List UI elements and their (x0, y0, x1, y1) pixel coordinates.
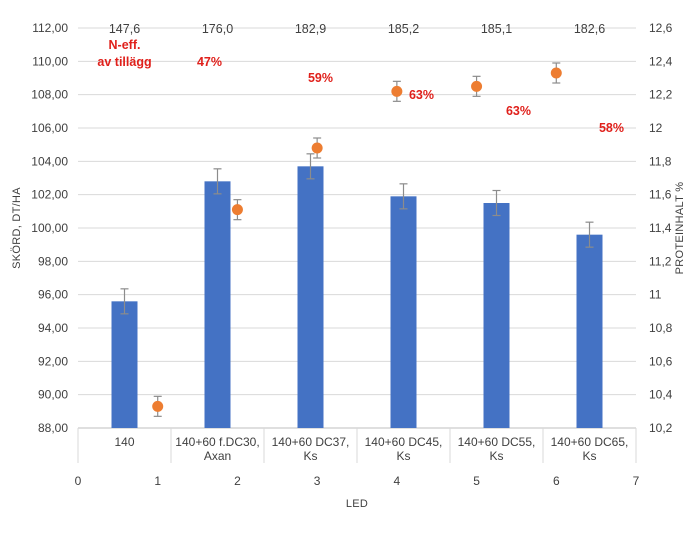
y2-tick-label: 10,4 (649, 388, 673, 402)
y-tick-label: 102,00 (31, 188, 68, 202)
category-label: 140+60 f.DC30, (175, 435, 259, 449)
bar (204, 181, 231, 428)
y-tick-label: 98,00 (38, 254, 68, 268)
x2-tick-label: 0 (75, 474, 82, 488)
category-label: 140 (114, 435, 134, 449)
top-value-label: 182,6 (574, 22, 605, 36)
x2-tick-label: 7 (633, 474, 640, 488)
y-tick-label: 108,00 (31, 88, 68, 102)
y2-tick-label: 10,8 (649, 321, 673, 335)
scatter-point (311, 142, 323, 154)
category-label: 140+60 DC45, (365, 435, 443, 449)
y2-tick-label: 11,4 (649, 221, 672, 235)
y2-tick-label: 12,4 (649, 54, 673, 68)
category-label: Ks (396, 449, 410, 463)
y2-tick-label: 12 (649, 121, 663, 135)
category-label: 140+60 DC37, (272, 435, 350, 449)
x2-tick-label: 1 (154, 474, 161, 488)
y2-tick-label: 11 (649, 288, 662, 302)
category-label: Axan (204, 449, 231, 463)
category-label: Ks (582, 449, 596, 463)
top-value-label: 182,9 (295, 22, 326, 36)
bar (297, 166, 324, 429)
percent-label: 47% (197, 55, 222, 69)
category-label: Ks (303, 449, 317, 463)
percent-label: 63% (506, 104, 531, 118)
category-label: 140+60 DC65, (551, 435, 629, 449)
y-tick-label: 88,00 (38, 421, 68, 435)
category-label: 140+60 DC55, (458, 435, 536, 449)
top-value-label: 176,0 (202, 22, 233, 36)
x2-tick-label: 3 (314, 474, 321, 488)
y2-tick-label: 11,6 (649, 188, 672, 202)
top-value-label: 185,1 (481, 22, 512, 36)
bar (390, 196, 417, 428)
percent-label: 58% (599, 121, 624, 135)
y2-tick-label: 10,2 (649, 421, 673, 435)
x2-tick-label: 2 (234, 474, 241, 488)
y-tick-label: 100,00 (31, 221, 68, 235)
y-tick-label: 90,00 (38, 388, 68, 402)
y2-tick-label: 10,6 (649, 354, 673, 368)
category-label: Ks (489, 449, 503, 463)
y-tick-label: 94,00 (38, 321, 68, 335)
y-tick-label: 92,00 (38, 354, 68, 368)
y-tick-label: 106,00 (31, 121, 68, 135)
bar (111, 301, 138, 428)
n-eff-label: N-eff. (109, 38, 141, 52)
bar (483, 203, 510, 428)
top-value-label: 147,6 (109, 22, 140, 36)
y-tick-label: 96,00 (38, 288, 68, 302)
percent-label: 63% (409, 88, 434, 102)
y2-tick-label: 11,2 (649, 254, 672, 268)
n-eff-label: av tillägg (97, 55, 151, 69)
x2-tick-label: 5 (473, 474, 480, 488)
scatter-point (152, 400, 164, 412)
x-axis-title: LED (346, 498, 368, 510)
y-axis-title: SKÖRD, DT/HA (11, 187, 23, 269)
y2-axis-title: PROTEINHALT % (674, 182, 686, 275)
scatter-point (231, 204, 243, 216)
y2-tick-label: 11,8 (649, 154, 672, 168)
scatter-point (471, 80, 483, 92)
scatter-point (550, 67, 562, 79)
y-tick-label: 110,00 (32, 54, 68, 68)
percent-label: 59% (308, 71, 333, 85)
scatter-point (391, 85, 403, 97)
y2-tick-label: 12,2 (649, 88, 673, 102)
x2-tick-label: 4 (394, 474, 401, 488)
x2-tick-label: 6 (553, 474, 560, 488)
y-tick-label: 104,00 (31, 154, 68, 168)
y-tick-label: 112,00 (32, 21, 68, 35)
top-value-label: 185,2 (388, 22, 419, 36)
y2-tick-label: 12,6 (649, 21, 673, 35)
bar (576, 234, 603, 428)
